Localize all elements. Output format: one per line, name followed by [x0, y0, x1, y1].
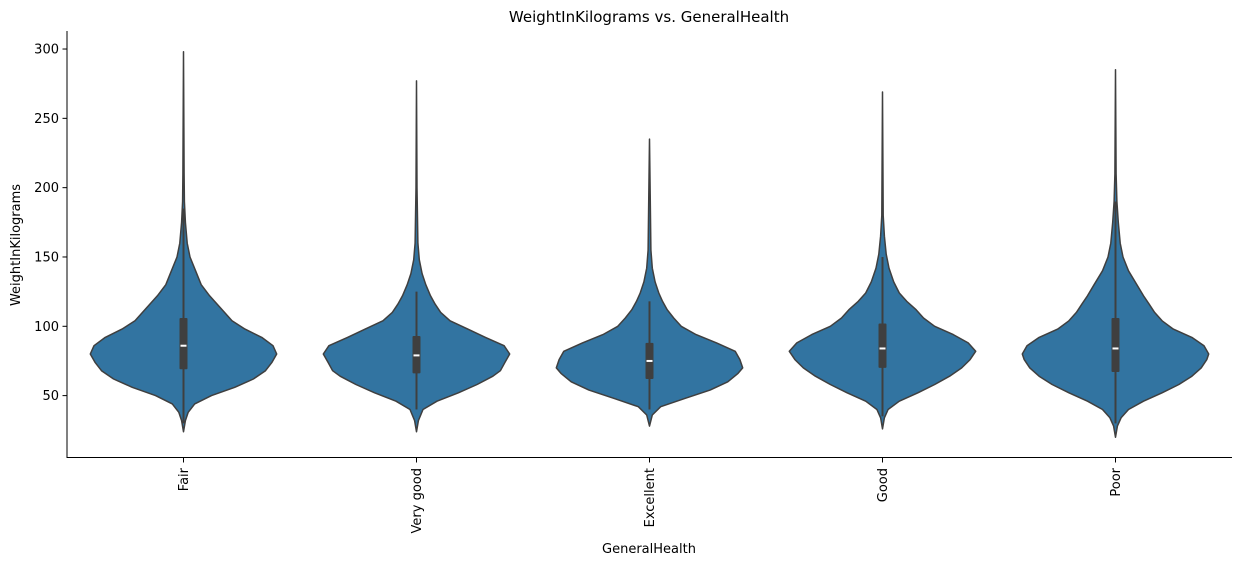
y-tick-label: 300	[34, 43, 59, 58]
x-tick-label: Good	[876, 468, 891, 502]
y-tick-label: 150	[34, 250, 59, 265]
x-axis-title: GeneralHealth	[602, 542, 696, 557]
violin-good	[788, 91, 977, 430]
x-axis-ticks: Fair Very good Excellent Good Poor	[177, 458, 1124, 533]
y-tick-label: 100	[34, 320, 59, 335]
violin-fair	[89, 51, 278, 433]
chart-title: WeightInKilograms vs. GeneralHealth	[509, 8, 789, 26]
violin-iqr-box	[179, 317, 188, 370]
y-tick-label: 250	[34, 112, 59, 127]
x-tick-label: Fair	[177, 467, 192, 491]
violin-body	[322, 80, 511, 433]
violin-body	[555, 138, 744, 427]
violin-excellent	[555, 138, 744, 427]
violin-iqr-box	[1111, 317, 1120, 373]
violin-very-good	[322, 80, 511, 433]
violin-iqr-box	[878, 323, 887, 368]
x-tick-label: Poor	[1109, 467, 1124, 496]
x-tick-label: Excellent	[643, 468, 658, 527]
y-axis-ticks: 50 100 150 200 250 300	[34, 43, 67, 404]
y-axis-title: WeightInKilograms	[9, 184, 24, 306]
plot-area	[89, 51, 1210, 438]
x-tick-label: Very good	[410, 468, 425, 533]
violin-poor	[1021, 69, 1210, 438]
y-tick-label: 50	[42, 389, 59, 404]
y-tick-label: 200	[34, 181, 59, 196]
